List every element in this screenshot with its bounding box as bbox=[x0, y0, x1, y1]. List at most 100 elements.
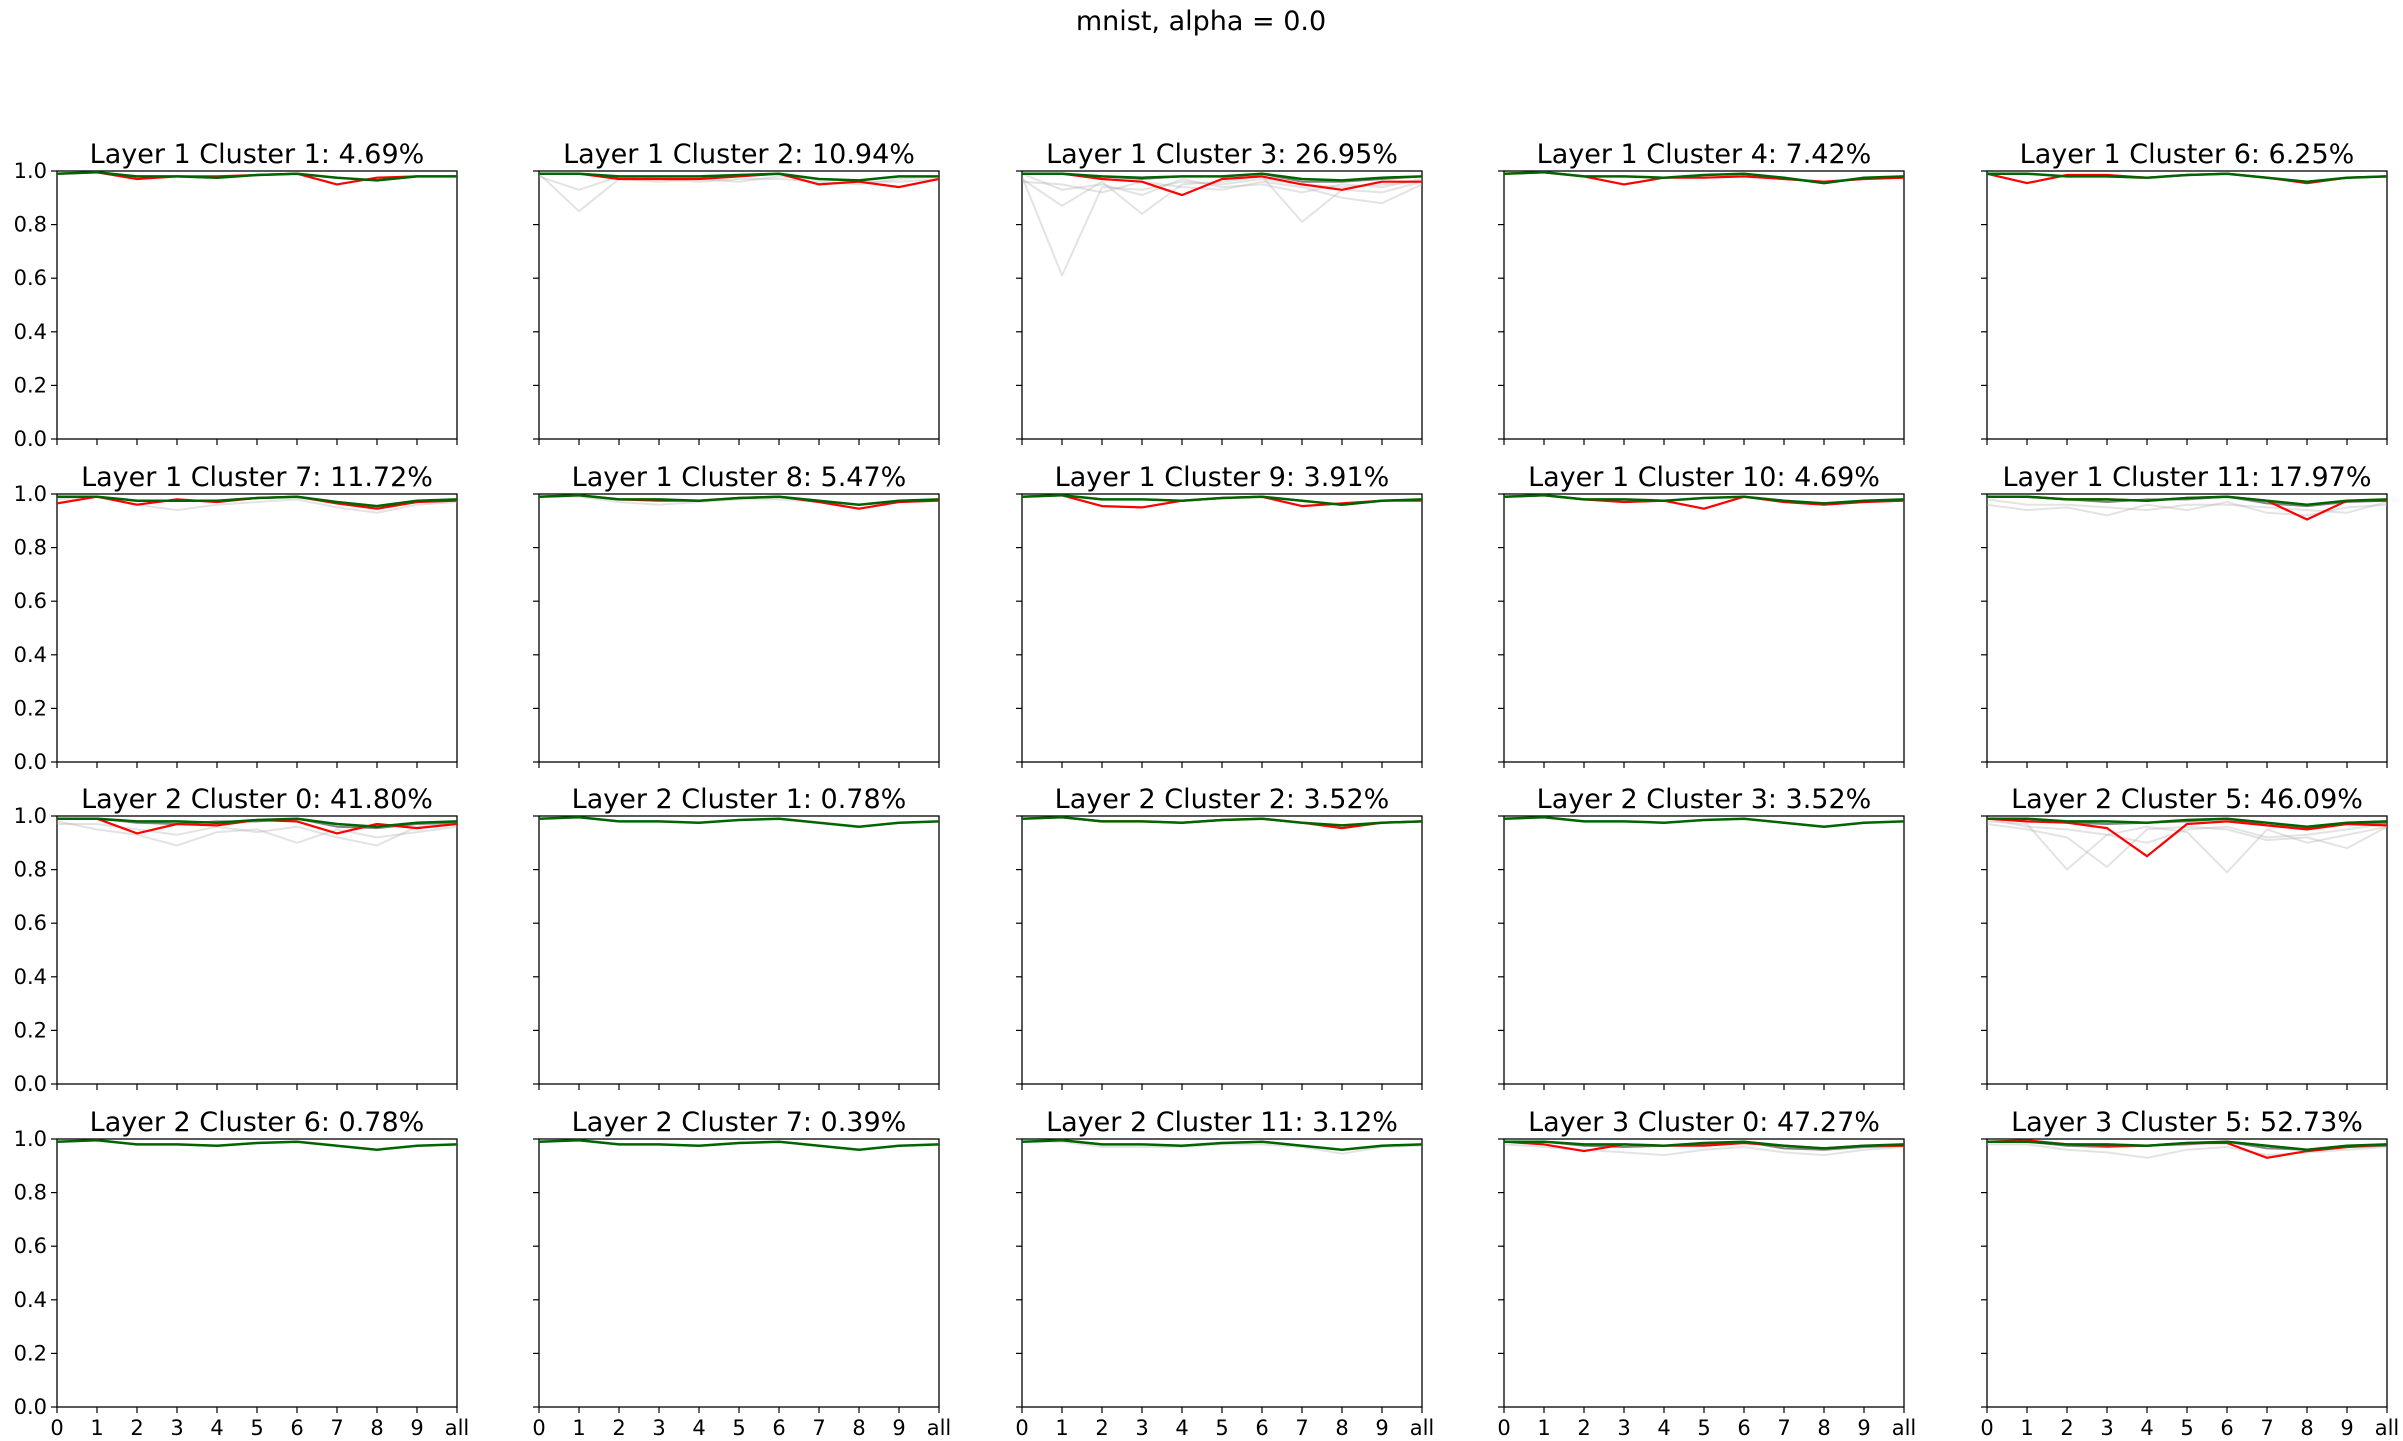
y-tick-label: 0.4 bbox=[14, 320, 47, 344]
series-line-mean bbox=[1987, 495, 2387, 506]
panel-title: Layer 3 Cluster 0: 47.27% bbox=[1528, 1107, 1880, 1138]
x-tick-label: 7 bbox=[1295, 1416, 1308, 1440]
series-line-background bbox=[1987, 498, 2387, 514]
plot-frame bbox=[1021, 170, 1423, 440]
x-tick-label: 0 bbox=[1980, 1416, 1993, 1440]
x-tick-label: 1 bbox=[1055, 1416, 1068, 1440]
panel-title: Layer 1 Cluster 2: 10.94% bbox=[563, 139, 915, 170]
subplot-panel: Layer 2 Cluster 0: 41.80% 0.0 0.2 0.4 0.6 0.8… bbox=[14, 784, 458, 1096]
x-tick-label: 5 bbox=[250, 1416, 263, 1440]
x-tick-label: 8 bbox=[852, 1416, 865, 1440]
plot-frame bbox=[538, 815, 940, 1085]
series-line-highlight bbox=[539, 172, 939, 189]
y-tick-label: 0.2 bbox=[14, 696, 47, 720]
series-group bbox=[539, 816, 939, 828]
y-tick-label: 0.0 bbox=[14, 1395, 47, 1419]
x-tick-label: 7 bbox=[330, 1416, 343, 1440]
series-group bbox=[1987, 172, 2387, 185]
panel-title: Layer 2 Cluster 2: 3.52% bbox=[1055, 784, 1390, 815]
y-tick-label: 0.0 bbox=[14, 427, 47, 451]
panel-title: Layer 2 Cluster 1: 0.78% bbox=[572, 784, 907, 815]
panel-title: Layer 1 Cluster 9: 3.91% bbox=[1055, 462, 1390, 493]
series-line-mean bbox=[1504, 171, 1904, 185]
panel-title: Layer 1 Cluster 4: 7.42% bbox=[1537, 139, 1872, 170]
series-line-background bbox=[539, 172, 939, 213]
y-tick-label: 1.0 bbox=[14, 804, 47, 828]
x-tick-label: 4 bbox=[692, 1416, 705, 1440]
panel-title: Layer 1 Cluster 10: 4.69% bbox=[1528, 462, 1880, 493]
plot-frame bbox=[1986, 815, 2388, 1085]
subplot-panel: Layer 2 Cluster 5: 46.09% bbox=[1981, 784, 2388, 1090]
y-tick-label: 0.2 bbox=[14, 1018, 47, 1042]
y-tick-label: 0.6 bbox=[14, 266, 47, 290]
x-tick-label: 2 bbox=[612, 1416, 625, 1440]
plot-frame bbox=[56, 1138, 458, 1408]
y-tick-label: 1.0 bbox=[14, 482, 47, 506]
series-group bbox=[57, 495, 457, 514]
series-group bbox=[539, 494, 939, 510]
panel-title: Layer 1 Cluster 8: 5.47% bbox=[572, 462, 907, 493]
x-tick-label: 5 bbox=[732, 1416, 745, 1440]
series-line-mean bbox=[57, 817, 457, 828]
x-tick-label: 6 bbox=[772, 1416, 785, 1440]
series-line-mean bbox=[1987, 817, 2387, 828]
series-line-mean bbox=[57, 495, 457, 508]
series-line-background bbox=[1022, 172, 1422, 197]
plot-frame bbox=[1503, 493, 1905, 763]
x-tick-label: 6 bbox=[2220, 1416, 2233, 1440]
y-tick-label: 0.8 bbox=[14, 1181, 47, 1205]
x-tick-label: 3 bbox=[1617, 1416, 1630, 1440]
figure-title: mnist, alpha = 0.0 bbox=[1076, 6, 1326, 37]
series-group bbox=[1987, 495, 2387, 521]
subplot-panel: Layer 2 Cluster 3: 3.52% bbox=[1498, 784, 1905, 1090]
x-tick-label: 0 bbox=[1497, 1416, 1510, 1440]
x-tick-label: 5 bbox=[1697, 1416, 1710, 1440]
subplot-grid: Layer 1 Cluster 1: 4.69% 0.0 0.2 0.4 0.6 0.8 1… bbox=[14, 139, 2400, 1440]
x-tick-label: 8 bbox=[1335, 1416, 1348, 1440]
series-line-mean bbox=[539, 172, 939, 182]
series-line-mean bbox=[57, 1139, 457, 1151]
x-tick-label: 6 bbox=[290, 1416, 303, 1440]
plot-frame bbox=[1021, 815, 1423, 1085]
series-group bbox=[1504, 494, 1904, 510]
series-line-background bbox=[1022, 180, 1422, 205]
x-tick-label: 4 bbox=[1175, 1416, 1188, 1440]
subplot-panel: Layer 1 Cluster 10: 4.69% bbox=[1498, 462, 1905, 768]
x-tick-label: 6 bbox=[1255, 1416, 1268, 1440]
x-tick-label: 9 bbox=[410, 1416, 423, 1440]
subplot-panel: Layer 1 Cluster 2: 10.94% bbox=[533, 139, 940, 445]
series-group bbox=[1504, 1140, 1904, 1157]
x-tick-label: 7 bbox=[812, 1416, 825, 1440]
series-line-mean bbox=[1022, 816, 1422, 827]
series-line-mean bbox=[1022, 494, 1422, 506]
subplot-panel: Layer 3 Cluster 0: 47.27% 0 1 2 3 4 5 6 7 8 9 all bbox=[1497, 1107, 1916, 1440]
panel-title: Layer 2 Cluster 3: 3.52% bbox=[1537, 784, 1872, 815]
x-tick-label: 3 bbox=[652, 1416, 665, 1440]
series-line-mean bbox=[1504, 816, 1904, 828]
x-tick-label: 7 bbox=[2260, 1416, 2273, 1440]
series-group bbox=[57, 817, 457, 847]
plot-frame bbox=[538, 170, 940, 440]
subplot-panel: Layer 1 Cluster 3: 26.95% bbox=[1016, 139, 1423, 445]
series-line-background bbox=[1022, 175, 1422, 223]
y-tick-label: 0.6 bbox=[14, 1234, 47, 1258]
x-tick-label: 1 bbox=[2020, 1416, 2033, 1440]
series-line-mean bbox=[539, 816, 939, 828]
x-tick-label: 4 bbox=[2140, 1416, 2153, 1440]
series-group bbox=[57, 171, 457, 186]
y-tick-label: 0.8 bbox=[14, 536, 47, 560]
x-tick-label: 8 bbox=[1817, 1416, 1830, 1440]
series-line-mean bbox=[1022, 1139, 1422, 1151]
plot-frame bbox=[1986, 493, 2388, 763]
panel-title: Layer 2 Cluster 11: 3.12% bbox=[1046, 1107, 1398, 1138]
series-line-background bbox=[1987, 820, 2387, 874]
x-tick-label: 9 bbox=[1375, 1416, 1388, 1440]
subplot-panel: Layer 2 Cluster 11: 3.12% 0 1 2 3 4 5 6 7 8 9 all bbox=[1015, 1107, 1434, 1440]
subplot-panel: Layer 1 Cluster 7: 11.72% 0.0 0.2 0.4 0.6 0.8… bbox=[14, 462, 458, 774]
x-tick-label: 3 bbox=[2100, 1416, 2113, 1440]
panel-title: Layer 1 Cluster 6: 6.25% bbox=[2020, 139, 2355, 170]
series-line-mean bbox=[57, 171, 457, 182]
plot-frame bbox=[1503, 170, 1905, 440]
x-tick-label: 9 bbox=[2340, 1416, 2353, 1440]
